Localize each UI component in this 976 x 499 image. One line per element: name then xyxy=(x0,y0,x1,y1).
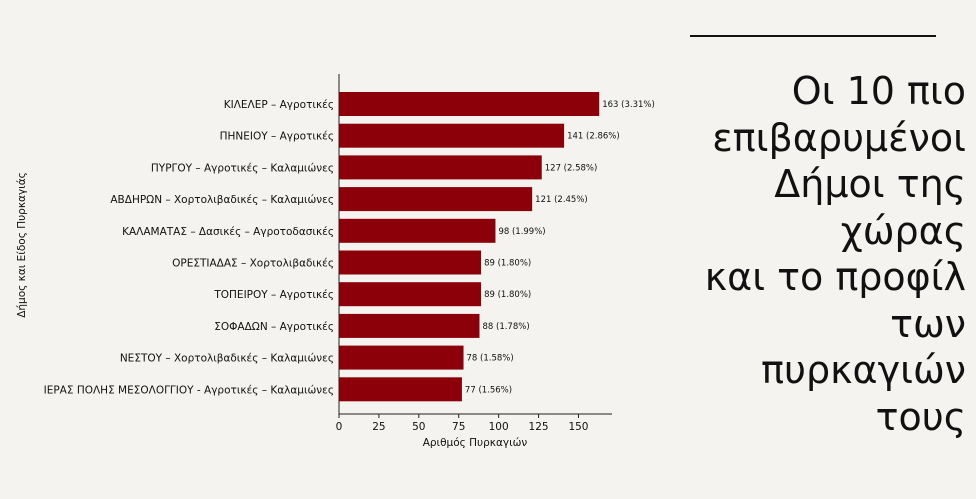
bar-chart: ΚΙΛΕΛΕΡ – Αγροτικές ΠΗΝΕΙΟΥ – Αγροτικές ΠΥ… xyxy=(16,74,655,449)
data-label: 77 (1.56%) xyxy=(465,385,512,395)
data-labels-layer: 163 (3.31%) 141 (2.86%) 127 (2.58%) 121 (2.… xyxy=(465,100,655,395)
title-divider-line xyxy=(690,35,936,37)
x-tick-label: 50 xyxy=(412,421,425,433)
category-label: ΠΗΝΕΙΟΥ – Αγροτικές xyxy=(220,131,334,143)
category-labels-layer: ΚΙΛΕΛΕΡ – Αγροτικές ΠΗΝΕΙΟΥ – Αγροτικές ΠΥ… xyxy=(44,99,334,396)
category-label: ΑΒΔΗΡΩΝ – Χορτολιβαδικές – Καλαμιώνες xyxy=(110,194,334,206)
x-tick-label: 150 xyxy=(568,421,588,433)
x-ticks-layer: 0 25 50 75 100 125 150 xyxy=(336,414,588,433)
category-label: ΚΙΛΕΛΕΡ – Αγροτικές xyxy=(224,99,334,111)
bar xyxy=(339,187,533,212)
x-tick-label: 125 xyxy=(529,421,549,433)
y-axis-title: Δήμος και Είδος Πυρκαγιάς xyxy=(16,172,28,318)
category-label: ΠΥΡΓΟΥ – Αγροτικές – Καλαμιώνες xyxy=(151,162,334,174)
bars-layer xyxy=(339,92,600,402)
bar xyxy=(339,377,462,402)
bar xyxy=(339,250,482,275)
data-label: 121 (2.45%) xyxy=(535,195,588,205)
bar xyxy=(339,155,542,180)
side-title: Οι 10 πιο επιβαρυμένοι Δήμοι της χώρας κ… xyxy=(704,69,966,439)
bar xyxy=(339,218,496,243)
data-label: 78 (1.58%) xyxy=(467,354,514,364)
axes-layer xyxy=(338,74,612,415)
x-tick-label: 0 xyxy=(336,421,343,433)
data-label: 88 (1.78%) xyxy=(482,322,529,332)
data-label: 141 (2.86%) xyxy=(567,132,620,142)
bar xyxy=(339,123,565,148)
bar xyxy=(339,282,482,307)
data-label: 127 (2.58%) xyxy=(545,163,598,173)
bar xyxy=(339,92,600,116)
data-label: 89 (1.80%) xyxy=(484,290,531,300)
data-label: 98 (1.99%) xyxy=(498,227,545,237)
category-label: ΝΕΣΤΟΥ – Χορτολιβαδικές – Καλαμιώνες xyxy=(120,353,334,365)
x-axis-title: Αριθμός Πυρκαγιών xyxy=(423,437,528,449)
category-label: ΚΑΛΑΜΑΤΑΣ – Δασικές – Αγροτοδασικές xyxy=(122,226,334,238)
data-label: 89 (1.80%) xyxy=(484,259,531,269)
bar xyxy=(339,345,464,370)
category-label: ΟΡΕΣΤΙΑΔΑΣ – Χορτολιβαδικές xyxy=(172,258,334,270)
category-label: ΙΕΡΑΣ ΠΟΛΗΣ ΜΕΣΟΛΟΓΓΙΟΥ - Αγροτικές – Κα… xyxy=(44,384,334,396)
data-label: 163 (3.31%) xyxy=(602,100,655,110)
x-tick-label: 100 xyxy=(489,421,509,433)
category-label: ΣΟΦΑΔΩΝ – Αγροτικές xyxy=(214,321,334,333)
x-tick-label: 25 xyxy=(372,421,385,433)
x-tick-label: 75 xyxy=(452,421,465,433)
category-label: ΤΟΠΕΙΡΟΥ – Αγροτικές xyxy=(213,289,334,301)
bar xyxy=(339,313,480,338)
